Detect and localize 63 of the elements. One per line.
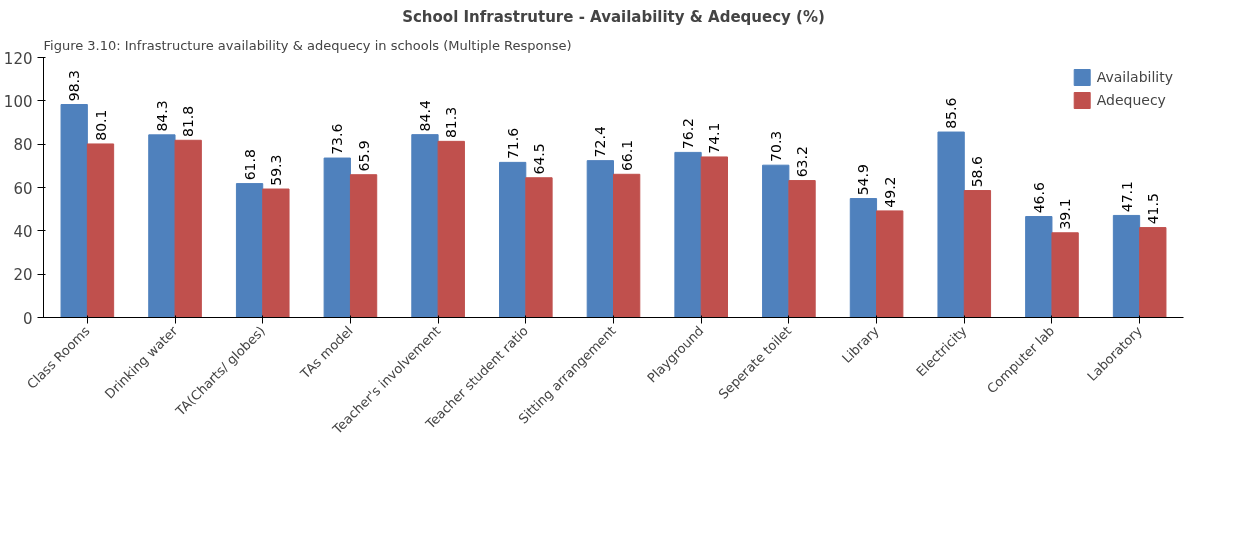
data-label: 46.6 xyxy=(1030,182,1047,214)
bar xyxy=(60,104,88,318)
y-tick-label: 40 xyxy=(13,222,33,241)
bar xyxy=(174,139,202,318)
bar xyxy=(349,174,378,318)
y-tick-label: 60 xyxy=(13,179,33,198)
data-label: 61.8 xyxy=(241,149,258,181)
data-label: 84.4 xyxy=(416,100,433,132)
data-label: 59.3 xyxy=(267,154,284,186)
bar xyxy=(262,188,290,318)
bar xyxy=(1025,216,1053,318)
data-label: 63.2 xyxy=(794,146,811,178)
data-label: 72.4 xyxy=(592,126,609,158)
data-label: 66.1 xyxy=(618,139,635,172)
data-label: 98.3 xyxy=(66,70,83,102)
bar xyxy=(700,156,728,318)
bar xyxy=(525,177,553,318)
bar xyxy=(849,198,878,318)
bar xyxy=(411,134,439,318)
data-label: 54.9 xyxy=(855,164,872,196)
bar xyxy=(762,164,790,318)
data-label: 81.3 xyxy=(443,106,460,139)
data-label: 76.2 xyxy=(680,117,697,150)
bar xyxy=(937,131,965,318)
data-label: 47.1 xyxy=(1118,181,1135,213)
bar xyxy=(1051,232,1079,318)
bar xyxy=(323,157,351,318)
data-label: 81.8 xyxy=(180,105,197,138)
data-label: 65.9 xyxy=(355,140,372,172)
legend-label: Adequecy xyxy=(1096,92,1166,108)
y-tick-label: 120 xyxy=(3,49,33,68)
data-label: 80.1 xyxy=(92,109,109,141)
y-tick-label: 100 xyxy=(3,92,33,111)
chart-title: School Infrastruture - Availability & Adequecy (%) xyxy=(402,7,825,26)
data-label: 74.1 xyxy=(706,122,723,154)
bar xyxy=(788,180,816,318)
bar xyxy=(499,161,527,318)
legend-label: Availability xyxy=(1096,69,1173,85)
y-tick-label: 0 xyxy=(22,309,33,328)
bar xyxy=(1112,214,1141,318)
data-label: 73.6 xyxy=(329,123,346,155)
data-label: 70.3 xyxy=(767,130,784,162)
data-label: 84.3 xyxy=(153,100,170,132)
bar xyxy=(86,143,115,318)
data-label: 71.6 xyxy=(504,127,521,160)
data-label: 58.6 xyxy=(969,156,986,188)
data-label: 41.5 xyxy=(1144,193,1161,225)
data-label: 49.2 xyxy=(881,176,898,208)
data-label: 85.6 xyxy=(943,97,960,129)
bar xyxy=(586,160,614,318)
bar xyxy=(613,173,641,318)
bar xyxy=(876,210,904,318)
bar xyxy=(437,140,465,318)
bar xyxy=(148,134,176,318)
bar xyxy=(1139,227,1167,318)
bar xyxy=(963,190,992,318)
bar xyxy=(674,151,702,318)
data-label: 39.1 xyxy=(1057,198,1074,230)
bar xyxy=(235,183,264,318)
caption: Figure 3.10: Infrastructure availability & adequecy in schools (Multiple Response) xyxy=(43,37,572,53)
y-tick-label: 20 xyxy=(13,266,33,285)
y-tick-label: 80 xyxy=(13,136,33,155)
data-label: 64.5 xyxy=(530,143,547,175)
